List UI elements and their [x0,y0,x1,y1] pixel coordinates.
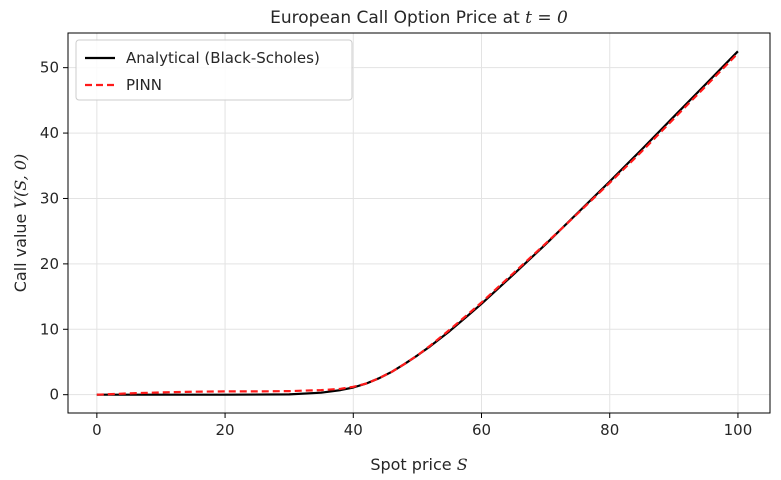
chart-title-prefix: European Call Option Price at [270,8,525,28]
x-axis-label-prefix: Spot price [370,455,456,474]
x-axis-label: Spot price S [370,455,467,474]
y-tick-label: 40 [40,124,59,142]
y-tick-label: 30 [40,189,59,207]
series-line-analytical [96,50,739,396]
y-tick-label: 10 [40,320,59,338]
legend: Analytical (Black-Scholes) PINN [75,39,353,101]
chart-title-math: t = 0 [525,8,568,28]
x-axis-label-math: S [457,455,468,474]
y-axis-label-prefix: Call value [11,209,30,293]
plot-frame [67,32,771,414]
x-tick-label: 0 [92,421,102,439]
y-axis-label-math: V(S, 0) [11,154,30,209]
chart-title: European Call Option Price at t = 0 [270,8,568,28]
x-tick-label: 20 [216,421,235,439]
series-lines [96,50,739,396]
y-axis-label: Call value V(S, 0) [11,154,30,293]
x-tick-label: 40 [344,421,363,439]
y-tick-label: 0 [49,386,59,404]
x-tick-label: 100 [724,421,753,439]
x-tick-label: 60 [472,421,491,439]
axis-ticks: 0 20 40 60 80 100 0 10 20 30 40 50 [40,59,752,439]
series-line-pinn [96,52,739,396]
legend-box [75,39,353,101]
y-tick-label: 20 [40,255,59,273]
legend-label-analytical: Analytical (Black-Scholes) [126,49,320,67]
y-tick-label: 50 [40,59,59,77]
legend-label-pinn: PINN [126,76,162,94]
x-tick-label: 80 [600,421,619,439]
